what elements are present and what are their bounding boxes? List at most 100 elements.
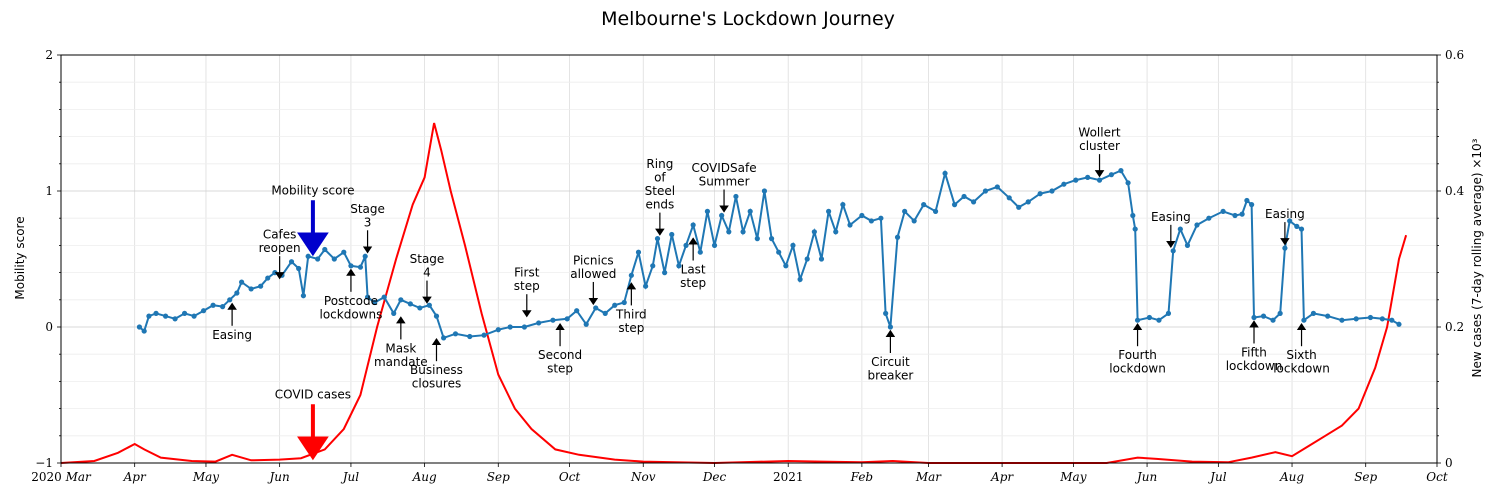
annotation-label: Easing — [1265, 207, 1305, 221]
y-tick-label-left: 0 — [45, 320, 53, 334]
y-axis-label-left: Mobility score — [13, 216, 27, 299]
mobility-point — [1146, 314, 1153, 321]
x-tick-label: Jun — [266, 470, 289, 484]
mobility-point — [136, 324, 143, 330]
mobility-point — [550, 317, 556, 323]
mobility-point — [970, 199, 977, 205]
annotation-label: Fifth lockdown — [1226, 345, 1283, 373]
mobility-point — [902, 208, 908, 214]
mobility-point — [790, 242, 796, 248]
mobility-point — [1194, 222, 1200, 228]
mobility-point — [1156, 317, 1162, 323]
mobility-point — [583, 321, 589, 327]
x-tick-label: Oct — [559, 470, 581, 484]
mobility-point — [162, 313, 169, 319]
y-tick-label-left: 2 — [45, 48, 53, 62]
mobility-point — [564, 316, 570, 322]
mobility-point — [239, 279, 245, 285]
y-tick-label-right: 0.6 — [1445, 48, 1464, 62]
mobility-point — [676, 263, 682, 269]
annotation-label: Easing — [212, 328, 252, 342]
mobility-point — [697, 249, 703, 255]
mobility-point — [726, 229, 732, 235]
y-tick-label-right: 0 — [1445, 456, 1453, 470]
mobility-point — [341, 249, 347, 255]
mobility-point — [768, 236, 775, 242]
mobility-point — [811, 229, 817, 235]
mobility-point — [797, 276, 803, 282]
mobility-point — [942, 170, 948, 176]
mobility-point — [961, 193, 967, 200]
annotation-label: Picnics allowed — [570, 253, 616, 281]
mobility-point — [612, 302, 618, 308]
mobility-point — [859, 212, 865, 219]
mobility-point — [1125, 180, 1131, 186]
mobility-point — [1249, 202, 1255, 208]
mobility-point — [364, 294, 371, 300]
mobility-point — [804, 256, 810, 262]
y-tick-label-left: −1 — [35, 456, 53, 470]
mobility-point — [826, 208, 832, 214]
mobility-point — [1339, 317, 1345, 323]
annotation-label: Postcode lockdowns — [320, 294, 383, 322]
mobility-point — [1025, 199, 1031, 205]
mobility-point — [654, 236, 661, 242]
mobility-point — [452, 331, 459, 337]
mobility-point — [1379, 316, 1385, 322]
annotation-label: Fourth lockdown — [1109, 348, 1166, 376]
annotation-label: Sixth lockdown — [1273, 348, 1330, 376]
mobility-point — [146, 313, 152, 319]
mobility-point — [669, 231, 675, 238]
annotation-label: Stage 3 — [350, 202, 385, 230]
mobility-point — [994, 184, 1000, 190]
mobility-point — [315, 256, 321, 262]
annotation-label: Business closures — [410, 363, 463, 391]
mobility-point — [1073, 177, 1079, 183]
mobility-point — [296, 265, 302, 272]
mobility-point — [1389, 317, 1395, 323]
x-tick-label: Feb — [850, 470, 873, 484]
mobility-point — [481, 332, 487, 338]
mobility-point — [1165, 310, 1172, 316]
mobility-point — [210, 302, 216, 308]
mobility-point — [227, 297, 233, 303]
mobility-point — [234, 290, 240, 296]
mobility-point — [761, 188, 768, 194]
y-axis-label-right: New cases (7-day rolling average) ×10³ — [1470, 138, 1484, 377]
mobility-point — [635, 249, 642, 255]
mobility-point — [220, 304, 226, 310]
annotation-label: Last step — [680, 263, 706, 291]
mobility-point — [1232, 212, 1238, 219]
mobility-point — [593, 305, 599, 311]
mobility-point — [1294, 223, 1300, 229]
annotation-label: Easing — [1151, 210, 1191, 224]
gridlines — [60, 54, 1438, 464]
mobility-point — [754, 236, 760, 242]
mobility-point — [650, 263, 656, 269]
x-tick-label: Dec — [702, 470, 727, 484]
x-tick-label: Aug — [412, 470, 437, 484]
annotation-label: Mask mandate — [374, 341, 428, 369]
mobility-point — [1353, 316, 1359, 322]
mobility-point — [1277, 310, 1283, 316]
mobility-point — [1184, 242, 1191, 248]
x-tick-label: Sep — [1354, 470, 1377, 484]
mobility-point — [833, 229, 839, 235]
mobility-point — [711, 242, 718, 248]
mobility-point — [1061, 181, 1067, 187]
mobility-point — [1170, 248, 1176, 254]
mobility-point — [407, 301, 413, 307]
mobility-point — [1287, 218, 1293, 224]
mobility-point — [1134, 317, 1141, 323]
mobility-point — [1260, 313, 1267, 319]
mobility-point — [433, 313, 440, 319]
mobility-point — [733, 193, 739, 200]
mobility-point — [398, 297, 404, 303]
mobility-point — [1325, 313, 1331, 319]
x-tick-label: May — [1059, 470, 1086, 484]
mobility-point — [628, 272, 634, 278]
mobility-point — [372, 299, 378, 306]
mobility-point — [521, 324, 528, 330]
covid-cases-series — [60, 122, 1408, 465]
